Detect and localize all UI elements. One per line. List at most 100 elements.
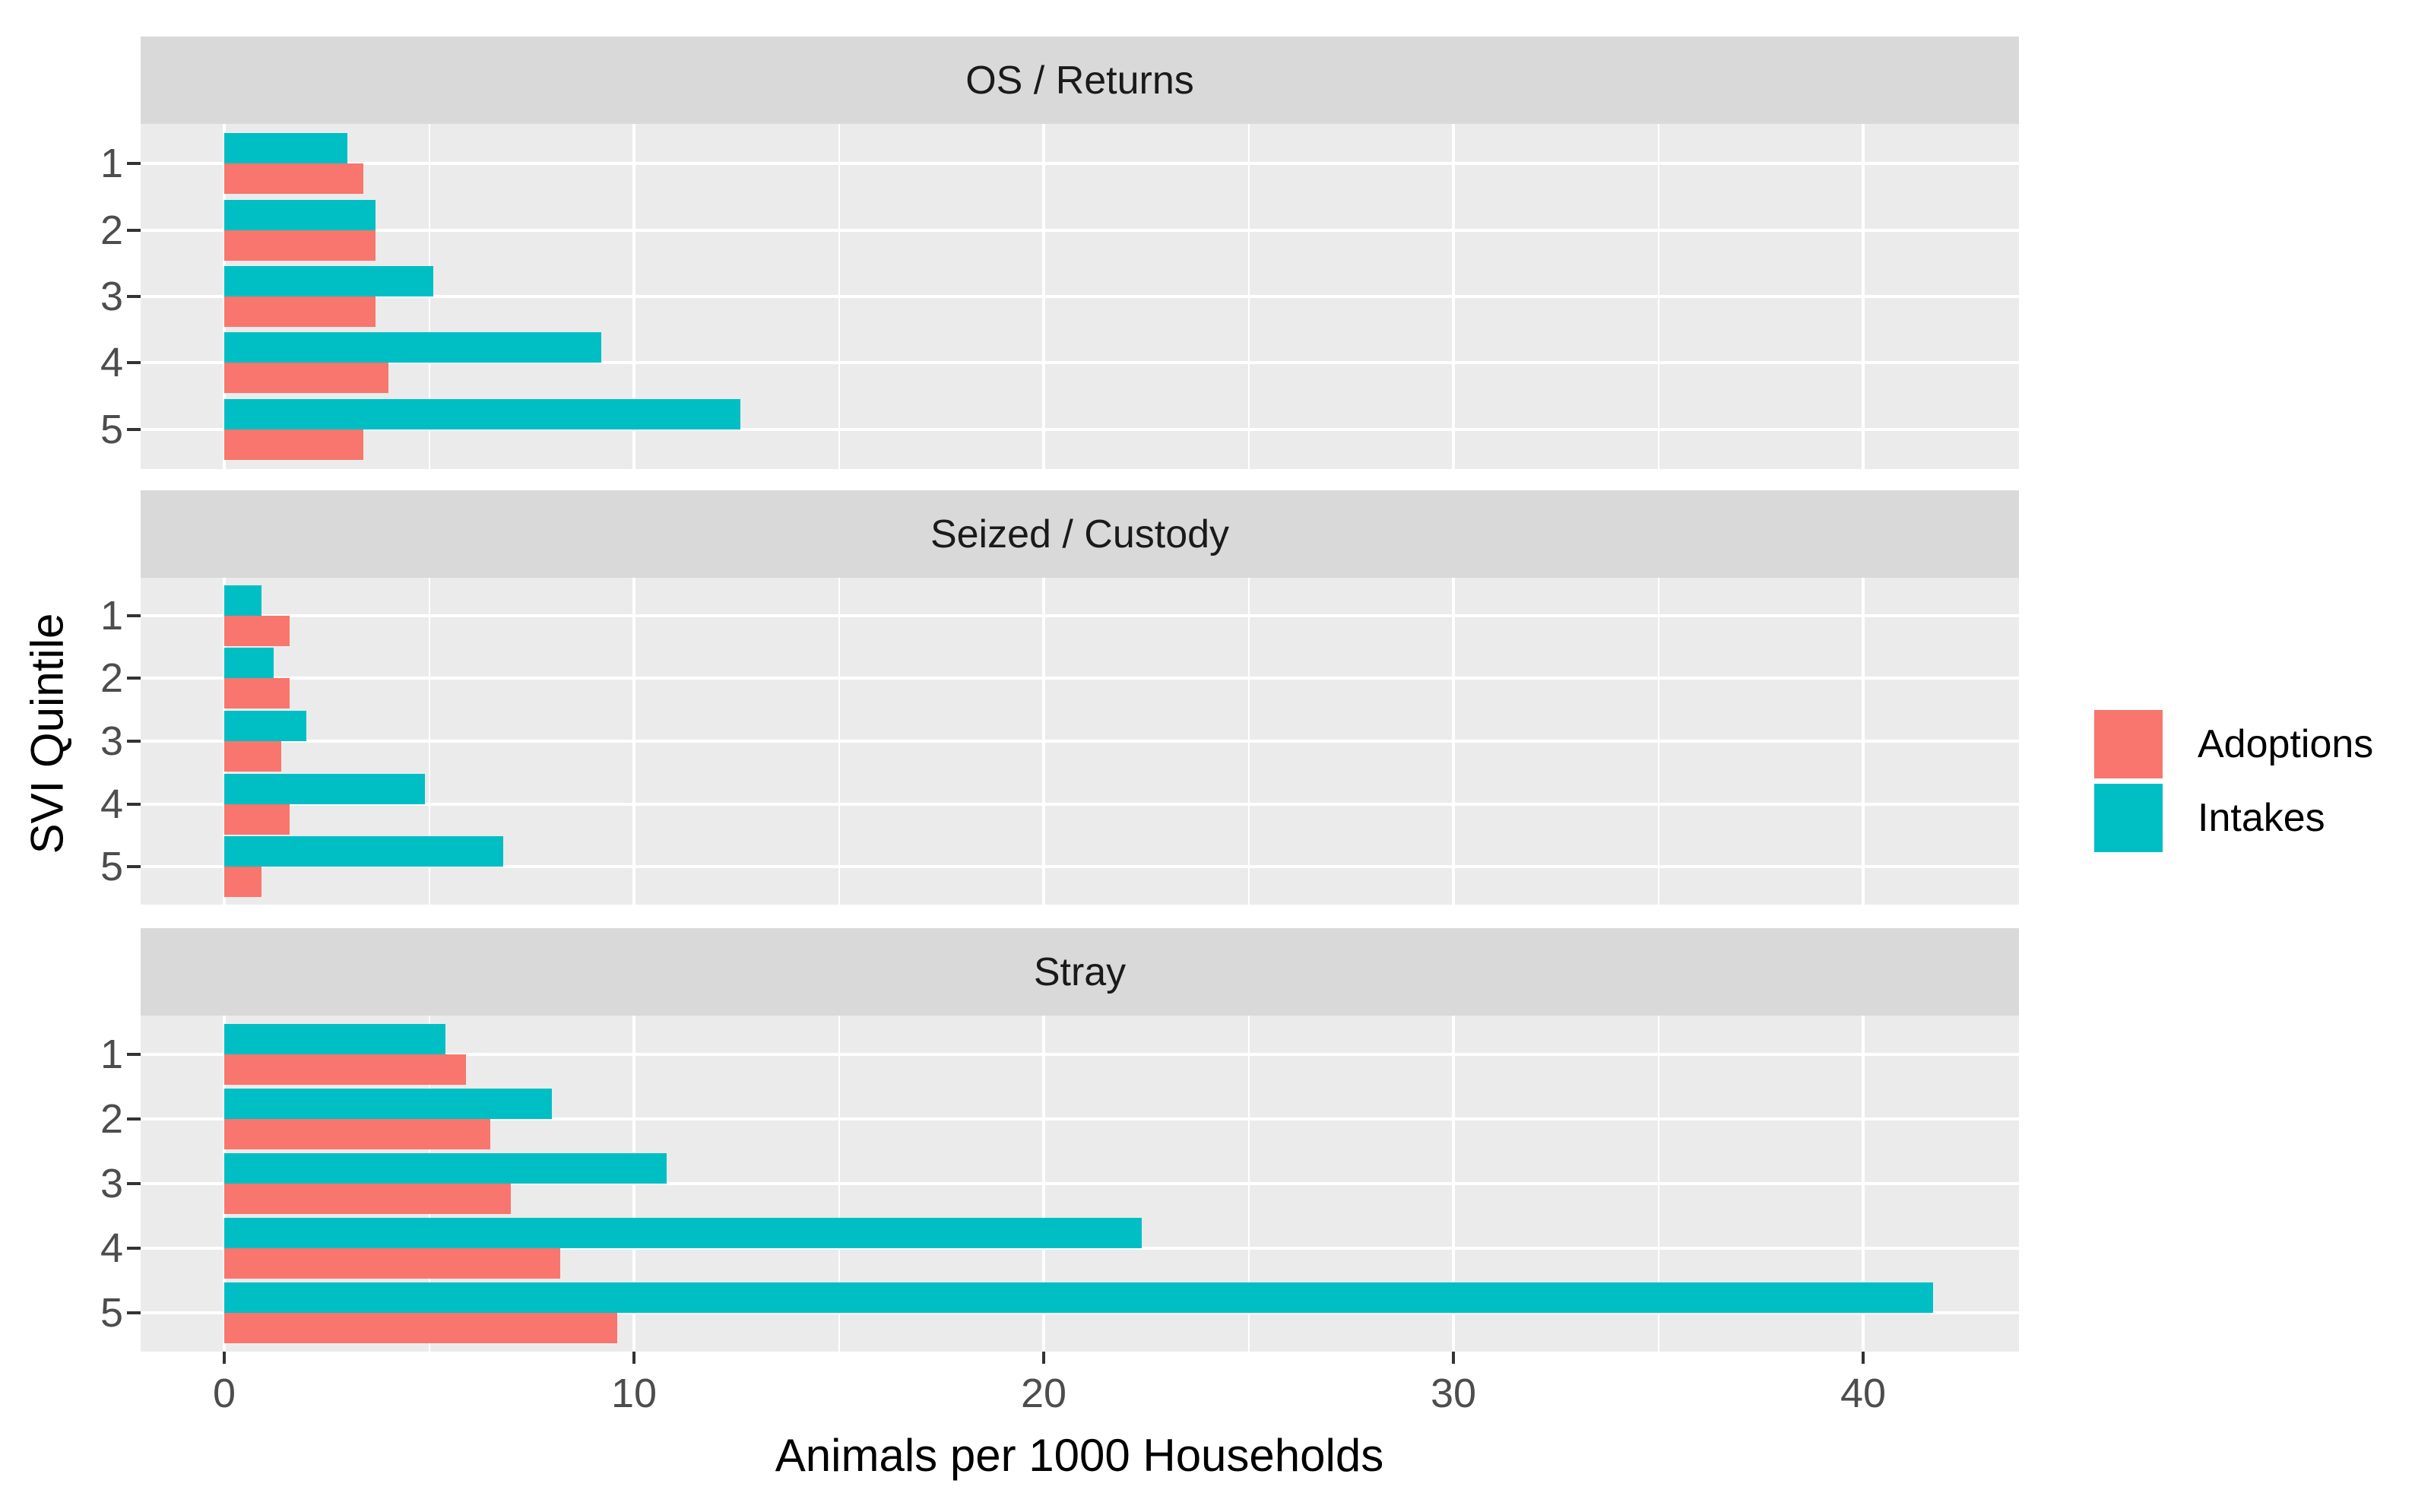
bar-intakes (224, 133, 347, 164)
y-tick-mark (127, 865, 141, 869)
legend-label: Adoptions (2198, 722, 2374, 766)
y-tick-mark (127, 162, 141, 166)
bar-adoptions (224, 1054, 466, 1085)
y-tick-label: 4 (100, 340, 123, 386)
bar-intakes (224, 1218, 1143, 1248)
x-tick-mark (223, 1352, 226, 1364)
x-tick-mark (632, 1352, 635, 1364)
bar-intakes (224, 836, 503, 867)
bar-intakes (224, 773, 426, 804)
y-tick-mark (127, 677, 141, 680)
y-tick-mark (127, 740, 141, 743)
y-tick-mark (127, 295, 141, 298)
facet-strip-label: Stray (1033, 949, 1127, 994)
facet-panel (141, 578, 2019, 905)
y-tick-mark (127, 1311, 141, 1314)
gridline-major (141, 677, 2019, 680)
x-axis-title: Animals per 1000 Households (775, 1430, 1384, 1481)
y-tick-label: 3 (100, 274, 123, 319)
bar-adoptions (224, 678, 290, 709)
bar-adoptions (224, 296, 376, 327)
bar-adoptions (224, 163, 364, 195)
y-tick-label: 1 (100, 141, 123, 187)
y-tick-label: 5 (100, 1290, 123, 1336)
facet-panel (141, 124, 2019, 469)
bar-adoptions (224, 230, 376, 261)
y-tick-mark (127, 1053, 141, 1056)
legend-swatch (2094, 784, 2163, 852)
gridline-major (141, 1182, 2019, 1185)
legend-label: Intakes (2198, 796, 2325, 840)
bar-intakes (224, 1089, 553, 1119)
x-tick-mark (1452, 1352, 1455, 1364)
gridline-major (141, 295, 2019, 298)
y-tick-label: 4 (100, 1225, 123, 1271)
y-tick-mark (127, 228, 141, 232)
x-tick-label: 30 (1430, 1371, 1477, 1416)
legend-entry: Intakes (2094, 784, 2325, 852)
bar-adoptions (224, 363, 388, 394)
gridline-major (141, 1247, 2019, 1250)
x-tick-mark (1862, 1352, 1865, 1364)
facet-strip: Stray (141, 928, 2019, 1016)
y-tick-mark (127, 427, 141, 431)
y-tick-label: 1 (100, 592, 123, 639)
bar-adoptions (224, 1248, 560, 1279)
y-tick-label: 3 (100, 718, 123, 764)
facet-panel (141, 1016, 2019, 1352)
y-tick-mark (127, 1247, 141, 1250)
y-tick-mark (127, 802, 141, 806)
bar-intakes (224, 1282, 1933, 1313)
y-tick-label: 2 (100, 207, 123, 253)
gridline-major (141, 802, 2019, 806)
gridline-major (141, 427, 2019, 431)
bar-intakes (224, 1024, 446, 1054)
x-tick-label: 0 (212, 1371, 236, 1416)
y-tick-label: 5 (100, 406, 123, 452)
gridline-major (141, 613, 2019, 617)
gridline-major (141, 1117, 2019, 1121)
y-tick-mark (127, 361, 141, 365)
bar-adoptions (224, 741, 282, 772)
bar-intakes (224, 199, 376, 230)
facet-strip: OS / Returns (141, 36, 2019, 124)
x-tick-label: 40 (1840, 1371, 1887, 1416)
bar-intakes (224, 648, 274, 679)
legend-entry: Adoptions (2094, 710, 2373, 778)
x-tick-mark (1042, 1352, 1045, 1364)
legend-swatch (2094, 710, 2163, 778)
bar-adoptions (224, 1313, 618, 1343)
y-tick-mark (127, 613, 141, 617)
facet-strip-label: OS / Returns (965, 58, 1194, 103)
y-tick-label: 2 (100, 1096, 123, 1142)
x-tick-label: 10 (610, 1371, 658, 1416)
y-tick-label: 5 (100, 844, 123, 890)
facet-strip-label: Seized / Custody (930, 512, 1230, 556)
gridline-major (141, 1053, 2019, 1056)
gridline-major (141, 228, 2019, 232)
y-tick-label: 2 (100, 655, 123, 702)
gridline-major (141, 1311, 2019, 1314)
bar-adoptions (224, 1184, 512, 1214)
bar-intakes (224, 332, 601, 363)
y-tick-mark (127, 1182, 141, 1185)
bar-adoptions (224, 1119, 491, 1149)
gridline-major (141, 865, 2019, 869)
bar-intakes (224, 711, 306, 741)
x-tick-label: 20 (1020, 1371, 1067, 1416)
bar-intakes (224, 1153, 667, 1184)
bar-adoptions (224, 804, 290, 835)
bar-adoptions (224, 429, 364, 460)
bar-intakes (224, 585, 261, 616)
bar-adoptions (224, 615, 290, 646)
y-tick-label: 1 (100, 1032, 123, 1077)
facet-strip: Seized / Custody (141, 490, 2019, 578)
gridline-major (141, 361, 2019, 365)
bar-intakes (224, 398, 741, 430)
bar-intakes (224, 266, 433, 296)
gridline-major (141, 740, 2019, 743)
bar-adoptions (224, 867, 261, 898)
y-tick-label: 4 (100, 781, 123, 827)
y-tick-mark (127, 1117, 141, 1121)
